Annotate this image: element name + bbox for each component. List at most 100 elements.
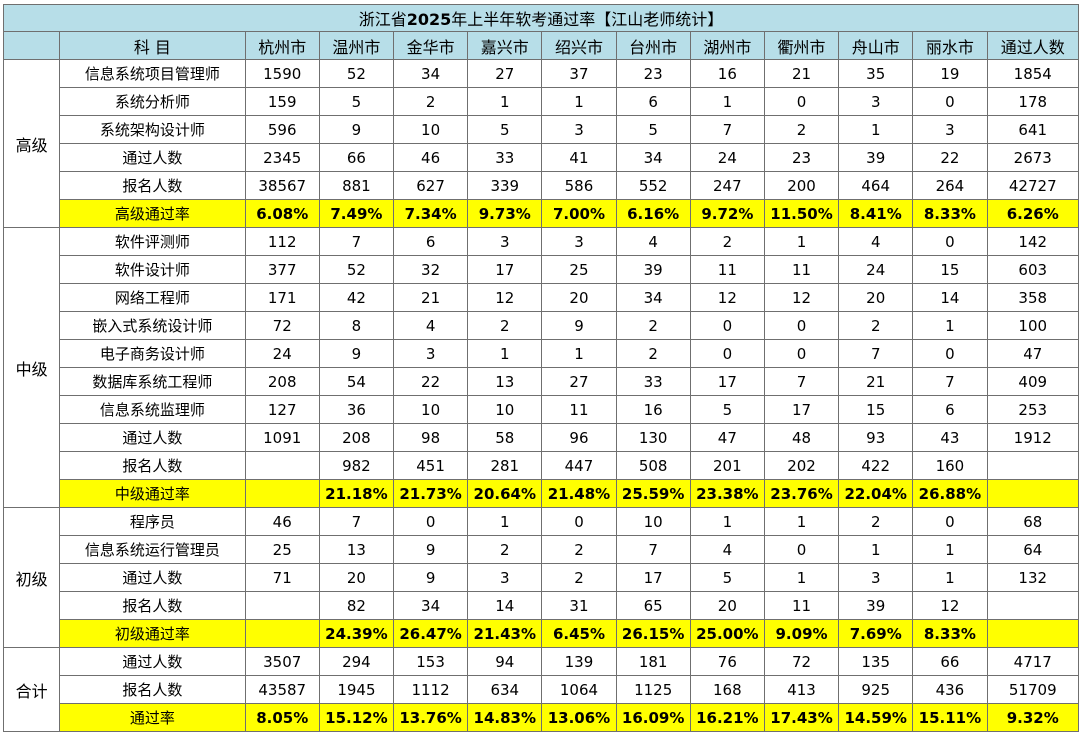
- table-row: 嵌入式系统设计师 72 8 4 2 9 2 0 0 2 1 100: [4, 311, 1079, 340]
- table-row: 合计 通过人数 3507 294 153 94 139 181 76 72 135 66 4717: [2, 647, 1079, 732]
- value-cell: 3: [838, 563, 914, 592]
- value-cell: 23.38%: [689, 479, 765, 508]
- header-city: 杭州市: [244, 31, 320, 60]
- value-cell: 5: [689, 563, 765, 592]
- value-cell: 3: [912, 115, 988, 144]
- value-cell: 21: [763, 59, 840, 88]
- value-cell: 21: [392, 283, 469, 312]
- value-cell: 3: [541, 227, 617, 256]
- value-cell: 15: [912, 255, 988, 284]
- value-cell: 8.05%: [244, 703, 320, 732]
- total-cell: 142: [986, 227, 1079, 256]
- table-row: 高级 信息系统项目管理师 1590 52 34 27 37 23 16 21 35 19 1854: [2, 59, 1079, 228]
- value-cell: 27: [541, 367, 617, 396]
- value-cell: 0: [763, 311, 840, 340]
- value-cell: 0: [689, 339, 765, 368]
- value-cell: 0: [912, 227, 988, 256]
- title-prefix: 浙江省: [358, 10, 407, 29]
- value-cell: 2345: [244, 143, 320, 172]
- value-cell: 447: [541, 451, 617, 480]
- rate-row: 初级通过率 24.39% 26.47% 21.43% 6.45% 26.15% 25.00%…: [4, 619, 1079, 648]
- value-cell: 5: [689, 395, 765, 424]
- value-cell: 2: [838, 311, 914, 340]
- value-cell: 0: [689, 311, 765, 340]
- pass-rate-table: 浙江省2025年上半年软考通过率【江山老师统计】 科 目 杭州市 温州市 金华市…: [2, 4, 1079, 732]
- value-cell: 37: [541, 59, 617, 88]
- value-cell: 76: [689, 647, 765, 676]
- value-cell: 24: [244, 339, 320, 368]
- header-row: 科 目 杭州市 温州市 金华市 嘉兴市 绍兴市 台州市 湖州市 衢州市 舟山市 …: [2, 31, 1079, 60]
- title-row: 浙江省2025年上半年软考通过率【江山老师统计】: [3, 4, 1079, 32]
- value-cell: 377: [244, 255, 320, 284]
- value-cell: 39: [838, 591, 914, 620]
- header-city: 绍兴市: [541, 31, 617, 60]
- value-cell: 7: [912, 367, 988, 396]
- header-corner: [2, 31, 61, 60]
- value-cell: 25.59%: [615, 479, 691, 508]
- value-cell: 552: [615, 171, 691, 200]
- table-row: 软件设计师 377 52 32 17 25 39 11 11 24 15 603: [4, 255, 1079, 284]
- value-cell: 47: [689, 423, 765, 452]
- value-cell: 10: [615, 507, 691, 536]
- total-cell: 2673: [986, 143, 1079, 172]
- value-cell: 339: [467, 171, 543, 200]
- value-cell: 16: [615, 395, 691, 424]
- value-cell: 12: [689, 283, 765, 312]
- value-cell: 25.00%: [689, 619, 765, 648]
- value-cell: 12: [763, 283, 840, 312]
- table-row: 网络工程师 171 42 21 12 20 34 12 12 20 14 358: [4, 283, 1079, 312]
- value-cell: 596: [244, 115, 320, 144]
- value-cell: 20: [838, 283, 914, 312]
- value-cell: 8: [318, 311, 395, 340]
- value-cell: 159: [244, 87, 320, 116]
- total-cell: [986, 619, 1079, 648]
- total-cell: 409: [986, 367, 1079, 396]
- value-cell: 422: [838, 451, 914, 480]
- table-row: 报名人数 43587 1945 1112 634 1064 1125 168 413 925 436…: [4, 675, 1079, 704]
- value-cell: [244, 619, 320, 648]
- value-cell: 200: [763, 171, 840, 200]
- value-cell: 8.41%: [838, 199, 914, 228]
- value-cell: 7: [689, 115, 765, 144]
- total-cell: 603: [986, 255, 1079, 284]
- value-cell: 3: [467, 563, 543, 592]
- value-cell: 925: [838, 675, 914, 704]
- value-cell: 294: [318, 647, 395, 676]
- value-cell: 9: [318, 115, 395, 144]
- value-cell: 15: [838, 395, 914, 424]
- value-cell: 5: [615, 115, 691, 144]
- value-cell: 13.06%: [541, 703, 617, 732]
- value-cell: 39: [838, 143, 914, 172]
- value-cell: 1: [912, 535, 988, 564]
- value-cell: 23: [763, 143, 840, 172]
- value-cell: 7.49%: [318, 199, 395, 228]
- total-cell: 64: [986, 535, 1079, 564]
- total-cell: 178: [986, 87, 1079, 116]
- rate-row: 通过率 8.05% 15.12% 13.76% 14.83% 13.06% 16.09% 16…: [4, 703, 1079, 732]
- value-cell: 171: [244, 283, 320, 312]
- value-cell: 31: [541, 591, 617, 620]
- header-city: 舟山市: [838, 31, 914, 60]
- value-cell: 46: [244, 507, 320, 536]
- subject-cell: 初级通过率: [59, 619, 246, 648]
- value-cell: 43587: [244, 675, 320, 704]
- value-cell: 7: [318, 507, 395, 536]
- value-cell: 181: [615, 647, 691, 676]
- value-cell: 26.88%: [912, 479, 988, 508]
- value-cell: 153: [392, 647, 469, 676]
- value-cell: 3507: [244, 647, 320, 676]
- value-cell: 7: [763, 367, 840, 396]
- value-cell: 20: [318, 563, 395, 592]
- value-cell: 33: [467, 143, 543, 172]
- value-cell: 436: [912, 675, 988, 704]
- total-cell: 1854: [986, 59, 1079, 88]
- value-cell: 1945: [318, 675, 395, 704]
- subject-cell: 报名人数: [59, 675, 246, 704]
- value-cell: [244, 479, 320, 508]
- value-cell: 23.76%: [763, 479, 840, 508]
- value-cell: 7.34%: [392, 199, 469, 228]
- value-cell: 3: [392, 339, 469, 368]
- value-cell: 14: [912, 283, 988, 312]
- value-cell: 26.15%: [615, 619, 691, 648]
- total-cell: [986, 591, 1079, 620]
